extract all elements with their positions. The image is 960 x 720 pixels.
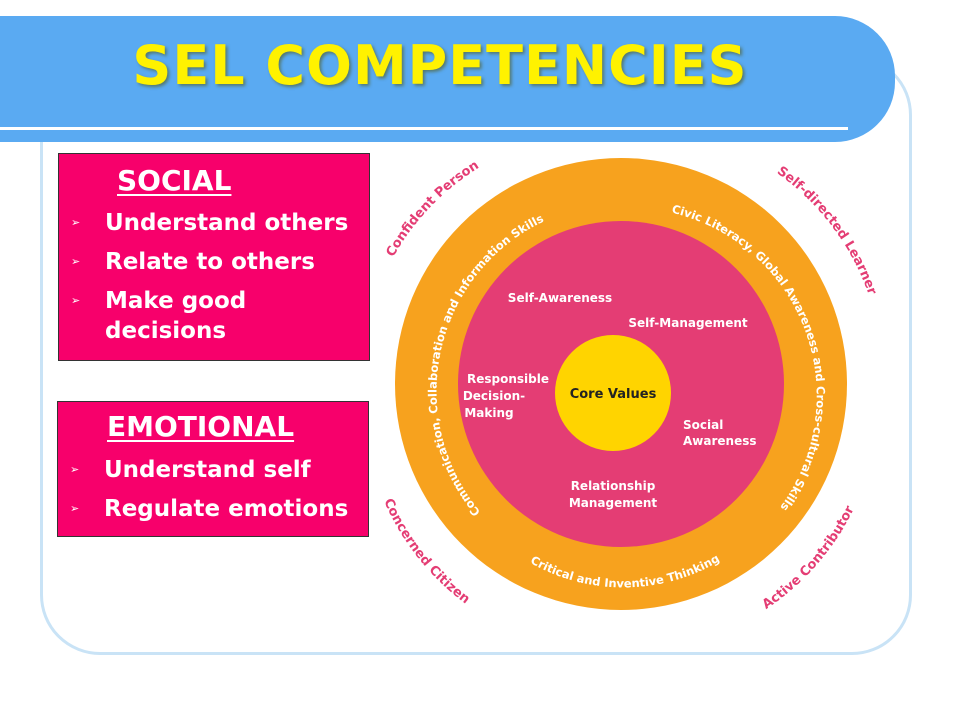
emotional-box: EMOTIONAL ➢ Understand self ➢ Regulate emo… bbox=[57, 401, 369, 537]
relationship-management-label-line2: Management bbox=[569, 496, 658, 510]
self-awareness-label: Self-Awareness bbox=[508, 291, 612, 305]
responsible-decision-making-label-line1: Responsible bbox=[467, 372, 549, 386]
responsible-decision-making-label-line3: Making bbox=[464, 406, 513, 420]
core-values-circle bbox=[555, 335, 671, 451]
social-box: SOCIAL ➢ Understand others ➢ Relate to oth… bbox=[58, 153, 370, 361]
list-item: ➢ Understand self bbox=[70, 457, 311, 483]
list-item: ➢ Relate to others bbox=[71, 249, 315, 275]
sel-framework-diagram: Core Values Self-Awareness Self-Manageme… bbox=[380, 158, 879, 613]
self-management-label: Self-Management bbox=[628, 316, 747, 330]
list-item: ➢ Make good decisions bbox=[71, 288, 247, 344]
core-values-label: Core Values bbox=[570, 387, 657, 402]
emotional-heading: EMOTIONAL bbox=[107, 410, 295, 443]
title-bar bbox=[0, 16, 895, 142]
social-list: ➢ Understand others ➢ Relate to others ➢ Ma… bbox=[71, 208, 369, 355]
list-item: ➢ Understand others bbox=[71, 210, 349, 236]
social-awareness-label-line2: Awareness bbox=[683, 434, 757, 448]
relationship-management-label-line1: Relationship bbox=[571, 479, 656, 493]
emotional-list: ➢ Understand self ➢ Regulate emotions bbox=[70, 455, 348, 533]
arrowhead-bullet-icon: ➢ bbox=[71, 216, 81, 229]
title-underline-rule bbox=[0, 127, 848, 130]
arrowhead-bullet-icon: ➢ bbox=[71, 294, 81, 307]
social-awareness-label-line1: Social bbox=[683, 418, 723, 432]
slide-title: SEL COMPETENCIES bbox=[132, 34, 748, 97]
arrowhead-bullet-icon: ➢ bbox=[70, 502, 80, 515]
list-item: ➢ Regulate emotions bbox=[70, 496, 349, 522]
responsible-decision-making-label-line2: Decision- bbox=[463, 389, 525, 403]
social-heading: SOCIAL bbox=[117, 164, 232, 197]
arrowhead-bullet-icon: ➢ bbox=[70, 463, 80, 476]
arrowhead-bullet-icon: ➢ bbox=[71, 255, 81, 268]
